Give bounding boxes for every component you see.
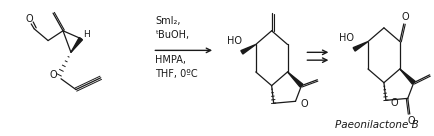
Text: ᵗBuOH,: ᵗBuOH, (155, 30, 189, 40)
Text: O: O (25, 14, 33, 24)
Text: HMPA,: HMPA, (155, 55, 186, 65)
Text: Paeonilactone B: Paeonilactone B (334, 120, 418, 130)
Polygon shape (240, 44, 255, 54)
Polygon shape (352, 42, 367, 51)
Text: O: O (401, 12, 409, 22)
Text: THF, 0ºC: THF, 0ºC (155, 69, 197, 79)
Polygon shape (71, 38, 82, 52)
Polygon shape (287, 72, 302, 87)
Text: O: O (49, 70, 57, 80)
Text: H: H (83, 30, 90, 39)
Text: O: O (300, 99, 307, 109)
Text: O: O (407, 116, 414, 126)
Text: SmI₂,: SmI₂, (155, 16, 181, 26)
Polygon shape (399, 69, 414, 84)
Text: HO: HO (339, 33, 353, 43)
Text: HO: HO (226, 36, 241, 46)
Text: O: O (390, 98, 398, 108)
